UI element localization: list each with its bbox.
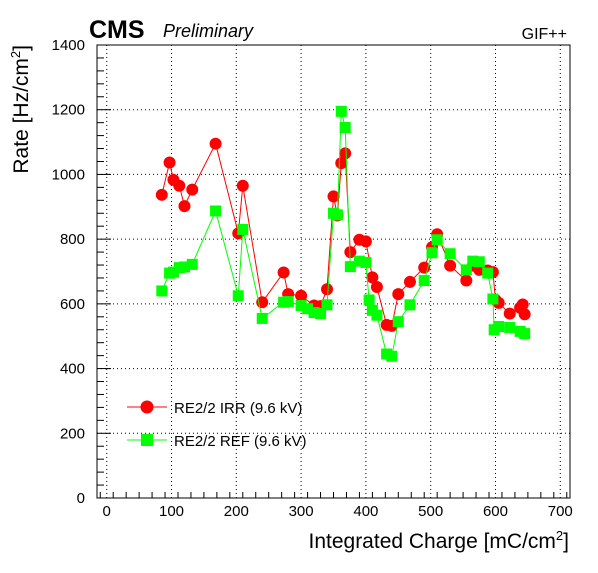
data-point <box>308 307 320 319</box>
data-point <box>403 275 416 288</box>
data-point <box>344 261 356 273</box>
series-0 <box>155 137 531 332</box>
x-tick-label: 300 <box>289 503 314 520</box>
data-point <box>353 255 365 267</box>
legend-label-ref: RE2/2 REF (9.6 kV) <box>174 433 307 450</box>
data-point <box>335 157 348 170</box>
y-tick-label: 400 <box>60 361 85 378</box>
data-point <box>392 316 404 328</box>
series-line <box>161 142 526 327</box>
data-point <box>327 190 340 203</box>
data-point <box>519 328 531 340</box>
legend-label-irr: RE2/2 IRR (9.6 kV) <box>174 400 302 417</box>
data-point <box>444 259 457 272</box>
data-point <box>360 256 372 268</box>
x-tick-label: 100 <box>159 503 184 520</box>
data-point <box>344 246 357 259</box>
x-axis-title: Integrated Charge [mC/cm2] <box>308 528 569 553</box>
y-tick-labels: 0 200 400 600 800 1000 1200 1400 <box>52 37 85 507</box>
series-1 <box>156 105 531 362</box>
data-point <box>418 261 431 274</box>
data-point <box>339 147 352 160</box>
y-tick-label: 800 <box>60 231 85 248</box>
data-point <box>370 281 383 294</box>
data-point <box>386 350 398 362</box>
data-point <box>295 299 307 311</box>
data-point <box>331 209 343 221</box>
data-point <box>167 266 179 278</box>
data-point <box>363 294 375 306</box>
data-point <box>178 261 190 273</box>
data-point <box>178 200 191 213</box>
data-point <box>173 179 186 192</box>
data-point <box>467 255 479 267</box>
data-point <box>392 288 405 301</box>
data-point <box>444 248 456 260</box>
data-point <box>335 105 347 117</box>
experiment-label: CMS <box>89 16 145 44</box>
data-point <box>503 307 516 320</box>
grid <box>97 45 570 498</box>
data-point <box>277 266 290 279</box>
data-point <box>426 247 438 259</box>
y-tick-label: 1000 <box>52 166 85 183</box>
data-point <box>504 321 516 333</box>
x-tick-label: 600 <box>483 503 508 520</box>
data-point <box>321 283 334 296</box>
data-point <box>321 299 333 311</box>
data-point <box>418 275 430 287</box>
data-point <box>516 298 529 311</box>
x-tick-label: 200 <box>224 503 249 520</box>
x-tick-labels: 0 100 200 300 400 500 600 700 <box>103 503 573 520</box>
data-point <box>460 274 473 287</box>
data-point <box>295 289 308 302</box>
data-point <box>237 223 249 235</box>
y-tick-label: 200 <box>60 425 85 442</box>
data-point <box>210 205 222 217</box>
data-point <box>482 267 494 279</box>
data-point <box>404 299 416 311</box>
data-point <box>473 256 485 268</box>
axis-ticks <box>97 44 568 499</box>
data-point <box>186 183 199 196</box>
x-tick-label: 500 <box>418 503 443 520</box>
data-point <box>256 312 268 324</box>
x-tick-label: 0 <box>103 503 111 520</box>
legend-marker-ref <box>141 434 153 446</box>
data-point <box>236 179 249 192</box>
legend-marker-irr <box>140 400 154 414</box>
series-layer <box>155 105 531 362</box>
facility-label: GIF++ <box>522 26 567 43</box>
data-point <box>366 271 379 284</box>
data-point <box>371 309 383 321</box>
status-label: Preliminary <box>163 21 254 41</box>
y-axis-title: Rate [Hz/cm2] <box>8 45 33 174</box>
legend: RE2/2 IRR (9.6 kV) RE2/2 REF (9.6 kV) <box>127 400 307 450</box>
y-tick-label: 600 <box>60 296 85 313</box>
data-point <box>209 137 222 150</box>
data-point <box>186 258 198 270</box>
data-point <box>518 308 531 321</box>
data-point <box>232 290 244 302</box>
data-point <box>431 234 443 246</box>
data-point <box>315 308 327 320</box>
data-point <box>163 156 176 169</box>
data-point <box>493 321 505 333</box>
x-tick-label: 700 <box>548 503 573 520</box>
data-point <box>339 122 351 134</box>
data-point <box>282 296 294 308</box>
data-point <box>359 235 372 248</box>
data-point <box>487 293 499 305</box>
y-tick-label: 1400 <box>52 37 85 54</box>
data-point <box>302 303 314 315</box>
data-point <box>460 264 472 276</box>
data-point <box>155 188 168 201</box>
y-tick-label: 1200 <box>52 102 85 119</box>
x-tick-label: 400 <box>353 503 378 520</box>
data-point <box>156 285 168 297</box>
y-tick-label: 0 <box>77 490 85 507</box>
